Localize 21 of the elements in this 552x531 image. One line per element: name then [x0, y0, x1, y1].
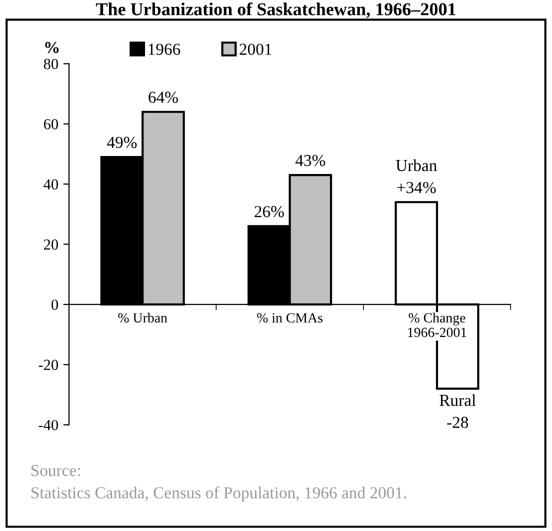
chart-title: The Urbanization of Saskatchewan, 1966–2001 [96, 2, 456, 18]
data-label: 43% [295, 154, 326, 166]
y-tick-label: 40 [44, 179, 58, 190]
y-axis-title: % [45, 42, 59, 54]
y-tick-label: -20 [38, 360, 58, 370]
data-label: 26% [254, 206, 284, 218]
legend-label: 2001 [240, 44, 272, 55]
data-label: Urban +34% [396, 159, 437, 194]
data-label: 49% [107, 136, 137, 148]
y-tick-label: 0 [52, 300, 58, 310]
x-tick-label: % in CMAs [257, 313, 322, 323]
legend-label: 1966 [148, 44, 180, 55]
y-tick-label: -40 [38, 420, 58, 430]
data-label: 64% [148, 92, 178, 103]
source-note: Source: Statistics Canada, Census of Population, 1966 and 2001. [31, 464, 406, 502]
x-tick-label: % Urban [118, 312, 168, 323]
y-tick-label: 20 [44, 239, 58, 250]
y-tick-label: 80 [44, 58, 58, 70]
y-tick-label: 60 [44, 119, 58, 130]
x-tick-label: % Change 1966-2001 [408, 312, 466, 338]
data-label: Rural -28 [440, 394, 476, 428]
